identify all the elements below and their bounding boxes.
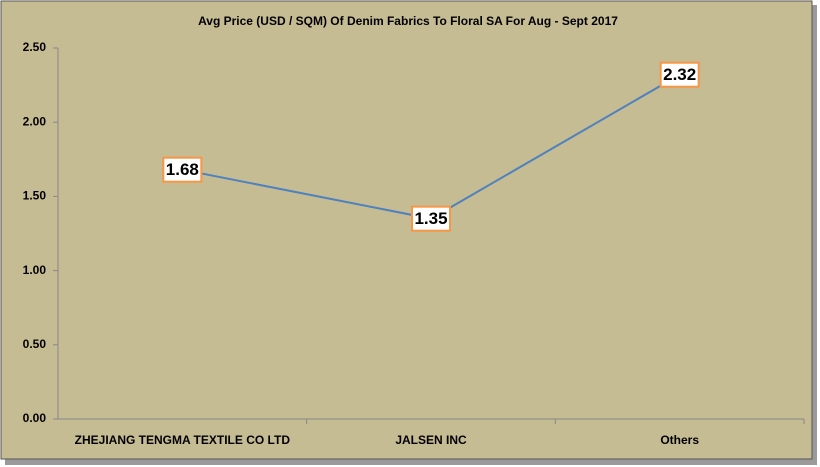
data-label: 2.32 bbox=[663, 65, 696, 84]
x-tick-label: Others bbox=[660, 433, 699, 447]
y-tick-label: 2.50 bbox=[23, 40, 47, 54]
data-label-box bbox=[659, 61, 700, 88]
data-label: 1.68 bbox=[166, 160, 199, 179]
y-tick-label: 1.50 bbox=[23, 189, 47, 203]
chart-title: Avg Price (USD / SQM) Of Denim Fabrics T… bbox=[198, 14, 618, 28]
x-tick-label: JALSEN INC bbox=[395, 433, 467, 447]
y-tick-label: 0.00 bbox=[23, 411, 47, 425]
y-tick-label: 1.00 bbox=[23, 263, 47, 277]
data-label-box bbox=[162, 156, 203, 183]
x-tick-label: ZHEJIANG TENGMA TEXTILE CO LTD bbox=[75, 433, 291, 447]
data-label: 1.35 bbox=[414, 209, 447, 228]
data-label-box bbox=[411, 205, 451, 232]
y-tick-label: 2.00 bbox=[23, 114, 47, 128]
y-tick-label: 0.50 bbox=[23, 337, 47, 351]
